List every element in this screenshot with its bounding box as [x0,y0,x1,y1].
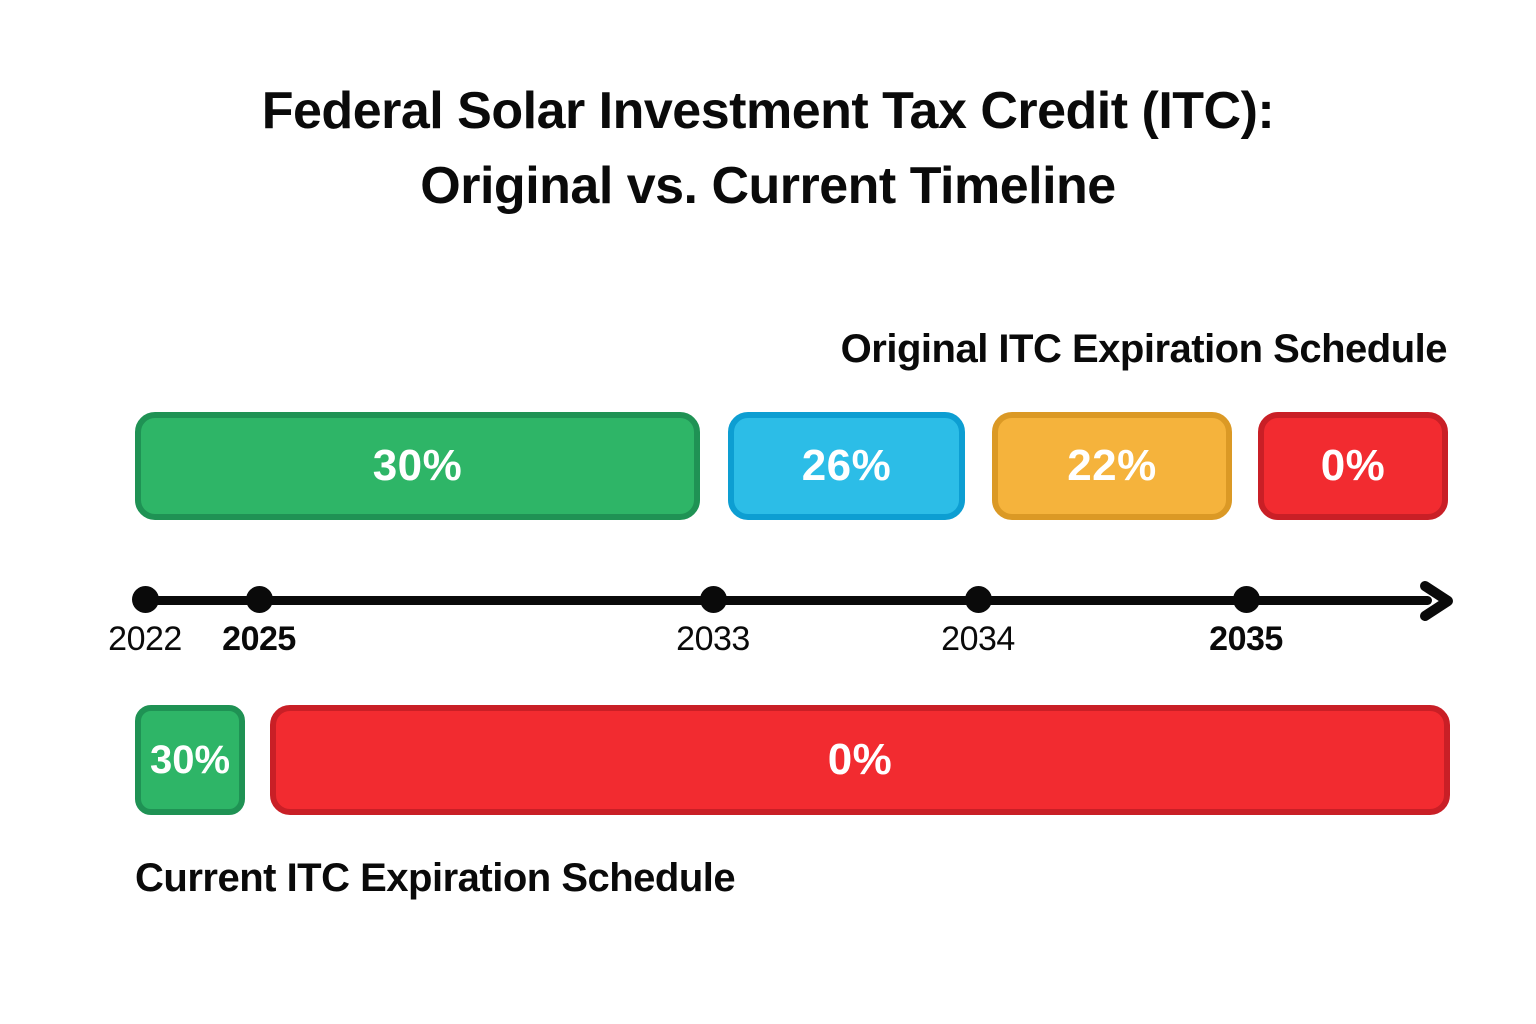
original-bar-26pct: 26% [728,412,965,520]
original-bar-0pct-label: 0% [1320,441,1386,490]
timeline-year-2025: 2025 [222,620,296,658]
original-bar-0pct: 0% [1258,412,1448,520]
timeline-dot-2035 [1233,586,1260,613]
title-line-1: Federal Solar Investment Tax Credit (ITC… [261,82,1275,140]
timeline-dot-2025 [246,586,273,613]
title-line-2: Original vs. Current Timeline [420,157,1116,215]
timeline-axis [139,596,1432,605]
arrow-right-icon [1420,581,1453,621]
timeline-year-2035: 2035 [1209,620,1283,658]
current-bar-0pct: 0% [270,705,1450,815]
timeline-dot-2022 [132,586,159,613]
original-bar-30pct-label: 30% [372,441,463,490]
original-bar-26pct-label: 26% [801,441,892,490]
original-bar-22pct-label: 22% [1067,441,1157,490]
current-bar-30pct: 30% [135,705,245,815]
timeline-year-2034: 2034 [941,620,1015,658]
original-bar-22pct: 22% [992,412,1232,520]
timeline-year-2022: 2022 [108,620,182,658]
page-title: Federal Solar Investment Tax Credit (ITC… [0,74,1536,224]
current-schedule-heading: Current ITC Expiration Schedule [135,856,736,900]
timeline-year-2033: 2033 [676,620,750,658]
current-bar-0pct-label: 0% [827,735,893,784]
timeline-dot-2034 [965,586,992,613]
timeline-dot-2033 [700,586,727,613]
original-schedule-heading: Original ITC Expiration Schedule [840,327,1448,371]
current-bar-30pct-label: 30% [149,737,231,782]
original-bar-30pct: 30% [135,412,700,520]
